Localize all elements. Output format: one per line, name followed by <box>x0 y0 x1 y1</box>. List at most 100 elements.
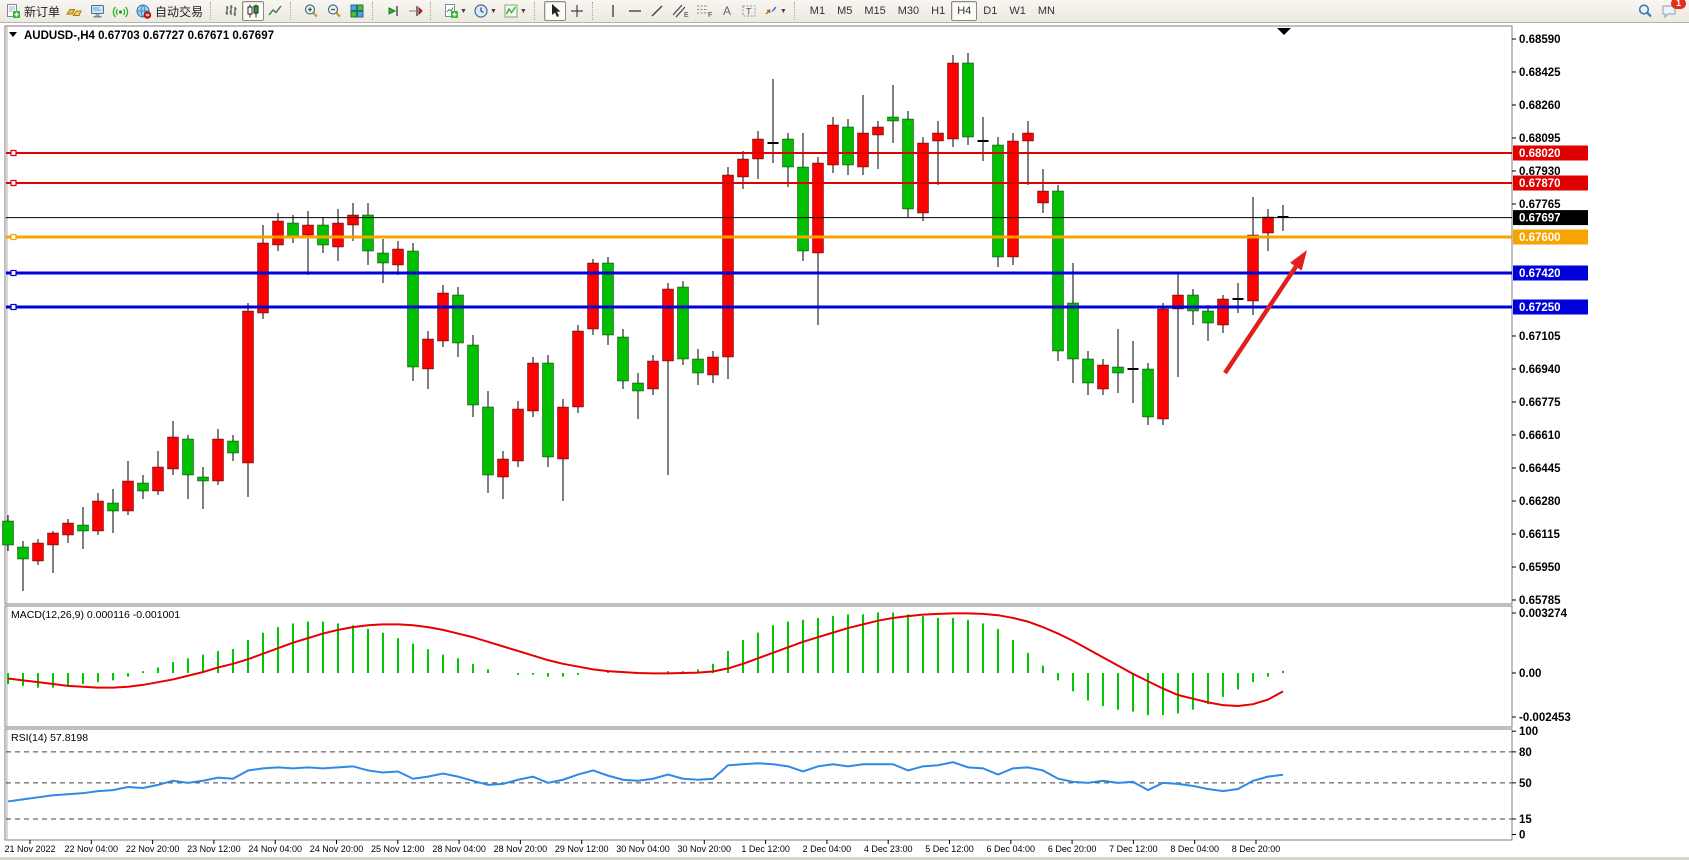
time-tick-label: 30 Nov 04:00 <box>616 844 670 854</box>
price-badge-label: 0.67870 <box>1519 178 1561 190</box>
periods-dropdown[interactable]: ▼ <box>470 1 500 21</box>
indicators-dropdown[interactable]: ▼ <box>500 1 530 21</box>
toolbar-separator <box>430 2 437 20</box>
price-tick-label: 0.66610 <box>1519 430 1561 442</box>
horizontal-line-tool[interactable] <box>624 1 646 21</box>
notifications-button[interactable]: 1 <box>1657 0 1686 21</box>
timeframe-button-m30[interactable]: M30 <box>897 5 920 17</box>
zoom-out-button[interactable] <box>323 1 346 21</box>
candlestick-chart-button[interactable] <box>242 1 265 21</box>
toolbar-group-scroll <box>382 0 426 22</box>
line-anchor-handle[interactable] <box>10 179 17 187</box>
search-button[interactable] <box>1634 1 1657 21</box>
trend-arrow-annotation[interactable] <box>1223 250 1307 375</box>
candle-body <box>1082 358 1094 384</box>
price-badge: 0.67420 <box>1513 265 1588 281</box>
candle-body <box>932 132 944 142</box>
macd-axis-label: 0.003274 <box>1519 608 1568 620</box>
new-chart-dropdown[interactable]: ▼ <box>440 1 470 21</box>
terminal-button[interactable] <box>86 1 109 21</box>
auto-scroll-button[interactable] <box>382 1 404 21</box>
fibonacci-tool[interactable]: F <box>692 1 716 21</box>
candle-body <box>467 344 479 406</box>
line-chart-button[interactable] <box>264 1 286 21</box>
text-label-icon: T <box>741 3 757 19</box>
time-tick-label: 29 Nov 12:00 <box>555 844 609 854</box>
time-tick-label: 2 Dec 04:00 <box>803 844 852 854</box>
signal-button[interactable] <box>109 1 132 21</box>
arrows-dropdown[interactable]: ▼ <box>760 1 790 21</box>
chart-canvas[interactable]: 0.68590 0.68425 0.68260 0.68095 0.67930 0.677… <box>0 23 1689 860</box>
chart-shift-button[interactable] <box>404 1 426 21</box>
cursor-button[interactable] <box>543 1 566 21</box>
rsi-axis-label: 100 <box>1519 726 1538 738</box>
line-anchor-handle[interactable] <box>10 149 17 157</box>
candle-body <box>167 436 179 470</box>
timeframe-button-m1[interactable]: M1 <box>809 5 826 17</box>
terminal-icon <box>89 3 106 19</box>
price-badge-bg <box>1513 210 1588 226</box>
macd-signal-line <box>7 612 1284 708</box>
timeframe-button-m15[interactable]: M15 <box>864 5 886 17</box>
text-label-tool[interactable]: T <box>738 1 760 21</box>
text-tool[interactable]: A <box>716 1 738 21</box>
price-tick-label: 0.66940 <box>1519 364 1561 376</box>
price-tick-label: 0.68425 <box>1519 67 1561 79</box>
bar-chart-button[interactable] <box>220 1 242 21</box>
price-tick-label: 0.67930 <box>1519 166 1561 178</box>
vertical-line-tool[interactable] <box>602 1 624 21</box>
candle-body <box>392 248 404 266</box>
bar-chart-icon <box>223 3 239 19</box>
candle-body <box>512 408 524 462</box>
candle-body <box>182 438 194 476</box>
chart-shift-marker-icon[interactable] <box>1277 28 1291 35</box>
timeframe-button-h4[interactable]: H4 <box>951 1 978 21</box>
price-badge: 0.67250 <box>1513 299 1588 315</box>
price-tick-label: 0.68590 <box>1519 34 1561 46</box>
dropdown-arrow-icon: ▼ <box>460 7 467 15</box>
candle-body <box>1067 302 1079 360</box>
time-tick-label: 6 Dec 04:00 <box>987 844 1036 854</box>
fibonacci-icon: F <box>695 3 713 19</box>
zoom-in-icon <box>303 3 320 19</box>
gold-button[interactable] <box>63 1 86 21</box>
time-tick-label: 8 Dec 04:00 <box>1170 844 1219 854</box>
channel-tool[interactable]: E <box>668 1 692 21</box>
candle-body <box>347 214 359 226</box>
data-window-toggle-icon[interactable] <box>9 32 17 37</box>
rsi-label: RSI(14) 57.8198 <box>11 732 88 744</box>
zoom-in-button[interactable] <box>300 1 323 21</box>
candle-body <box>1007 140 1019 258</box>
candle-body <box>542 362 554 458</box>
line-anchor-handle[interactable] <box>10 269 17 277</box>
line-anchor-handle[interactable] <box>10 303 17 311</box>
candle-body <box>527 362 539 412</box>
candle-body <box>1097 364 1109 390</box>
timeframe-button-w1[interactable]: W1 <box>1009 5 1026 17</box>
new-order-button[interactable]: 新订单 <box>2 1 63 21</box>
line-anchor-handle[interactable] <box>10 233 17 241</box>
chart-title: AUDUSD-,H4 0.67703 0.67727 0.67671 0.676… <box>24 30 274 42</box>
price-tick-label: 0.67105 <box>1519 331 1561 343</box>
candle-body <box>827 124 839 166</box>
time-tick-label: 1 Dec 12:00 <box>741 844 790 854</box>
trendline-tool[interactable] <box>646 1 668 21</box>
auto-trading-button[interactable]: 自动交易 <box>132 1 206 21</box>
timeframe-button-h1[interactable]: H1 <box>931 5 946 17</box>
candle-body <box>1247 234 1259 302</box>
candle-body <box>707 356 719 376</box>
indicators-icon <box>503 3 519 19</box>
crosshair-button[interactable] <box>566 1 588 21</box>
price-badge: 0.67697 <box>1513 210 1588 226</box>
price-tick-label: 0.65785 <box>1519 595 1561 607</box>
candle-body <box>557 406 569 460</box>
svg-text:F: F <box>708 12 712 19</box>
tile-windows-button[interactable] <box>346 1 368 21</box>
price-tick-label: 0.68095 <box>1519 133 1561 145</box>
time-tick-label: 22 Nov 20:00 <box>126 844 180 854</box>
timeframe-button-mn[interactable]: MN <box>1037 5 1055 17</box>
candle-body <box>1142 368 1154 418</box>
timeframe-button-m5[interactable]: M5 <box>837 5 853 17</box>
timeframe-button-d1[interactable]: D1 <box>983 5 998 17</box>
